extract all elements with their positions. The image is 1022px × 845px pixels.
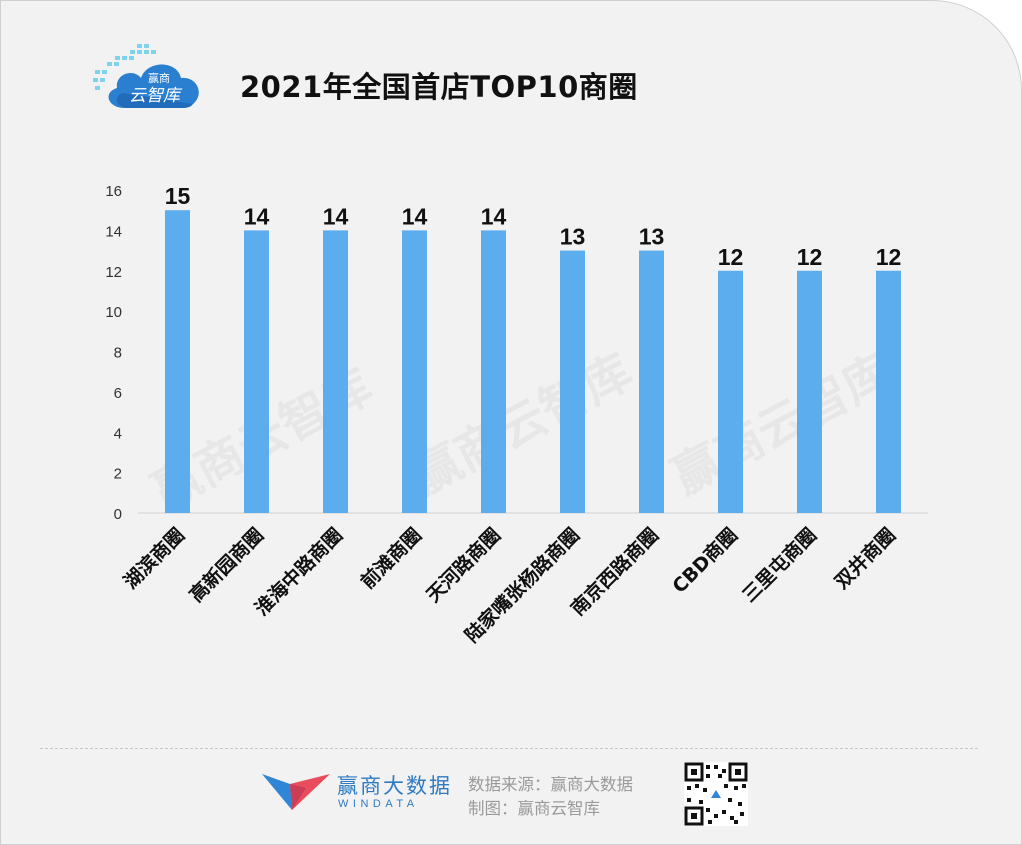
y-tick-label: 0	[114, 506, 122, 523]
bar-value-label: 14	[244, 203, 270, 229]
footer-divider	[40, 748, 978, 749]
y-tick-label: 16	[105, 183, 122, 200]
x-tick-label: CBD商圈	[668, 523, 742, 597]
bar-value-label: 12	[797, 244, 823, 270]
bar	[323, 230, 348, 513]
bar-value-label: 15	[165, 183, 191, 209]
page-title: 2021年全国首店TOP10商圈	[240, 70, 638, 104]
cloud-logo-icon: 赢商 云智库	[93, 44, 199, 108]
bar	[481, 230, 506, 513]
x-tick-label: 双井商圈	[830, 523, 900, 593]
y-tick-label: 6	[114, 385, 122, 402]
logo-text-top: 赢商	[148, 71, 170, 85]
bar-value-label: 12	[718, 244, 744, 270]
x-tick-label: 三里屯商圈	[738, 523, 821, 606]
logo-text-bottom: 云智库	[129, 86, 183, 106]
x-tick-label: 湖滨商圈	[119, 523, 189, 593]
brand-subtitle: WINDATA	[338, 798, 419, 810]
bar-value-label: 13	[560, 224, 586, 250]
bar	[718, 270, 743, 513]
y-tick-label: 14	[105, 223, 122, 240]
bar	[402, 230, 427, 513]
made-by-note: 制图：赢商云智库	[468, 799, 600, 818]
bar	[639, 250, 664, 513]
y-tick-label: 2	[114, 466, 122, 483]
bar-value-label: 12	[876, 244, 902, 270]
windata-logo-icon	[262, 774, 330, 810]
qr-code-icon	[684, 762, 748, 826]
x-tick-label: 天河路商圈	[422, 523, 505, 606]
x-tick-label: 前滩商圈	[356, 523, 426, 593]
y-tick-label: 4	[114, 425, 122, 442]
x-tick-label: 高新园商圈	[185, 523, 268, 606]
y-tick-label: 8	[114, 345, 122, 362]
bar	[165, 210, 190, 513]
bar	[797, 270, 822, 513]
bar	[244, 230, 269, 513]
bar-value-label: 14	[481, 203, 507, 229]
bar	[876, 270, 901, 513]
y-tick-label: 10	[105, 304, 122, 321]
brand-name: 赢商大数据	[337, 774, 452, 798]
y-tick-label: 12	[105, 264, 122, 281]
data-source-note: 数据来源：赢商大数据	[468, 775, 633, 794]
bar-value-label: 13	[639, 224, 665, 250]
bar-value-label: 14	[402, 203, 428, 229]
bar	[560, 250, 585, 513]
bar-value-label: 14	[323, 203, 349, 229]
